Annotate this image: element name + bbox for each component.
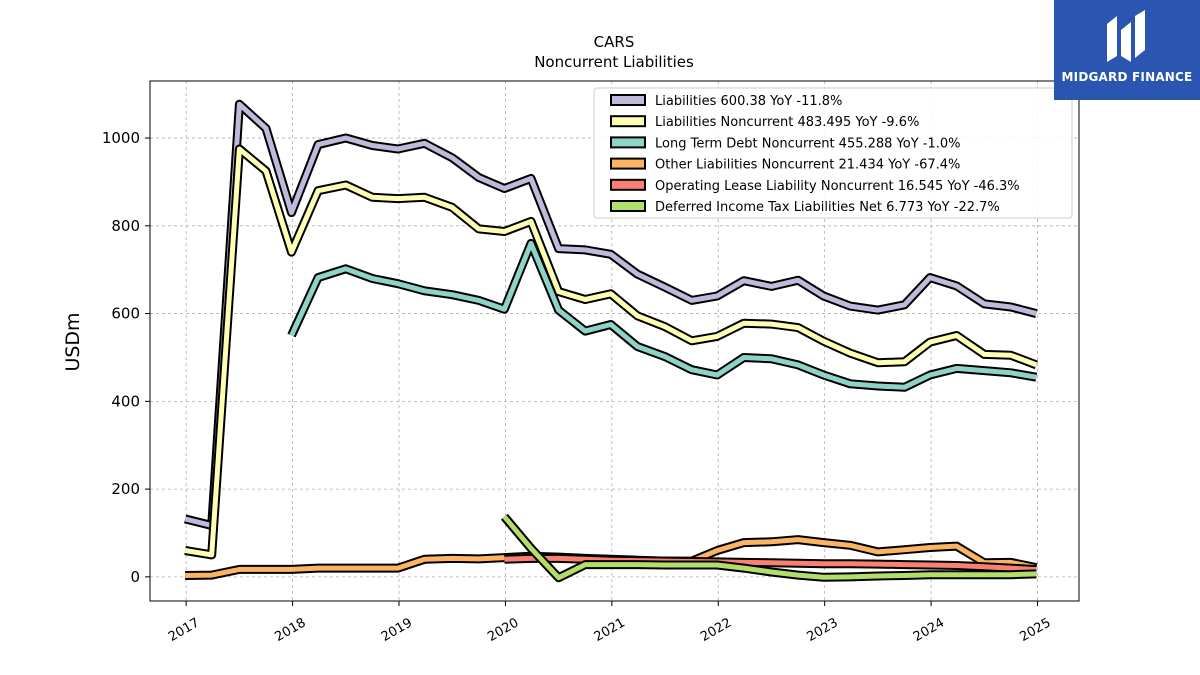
legend-entry: Liabilities Noncurrent 483.495 YoY -9.6% bbox=[655, 115, 919, 130]
y-tick-label: 600 bbox=[111, 305, 140, 323]
legend-entry: Deferred Income Tax Liabilities Net 6.77… bbox=[655, 200, 1000, 215]
legend: Liabilities 600.38 YoY -11.8% Liabilities… bbox=[593, 87, 1073, 219]
logo-mark-icon bbox=[1107, 10, 1145, 62]
legend-swatch bbox=[610, 115, 646, 128]
series-line-2 bbox=[184, 146, 1038, 558]
legend-box bbox=[593, 87, 1073, 219]
y-tick-label: 400 bbox=[111, 392, 140, 410]
y-tick-label: 200 bbox=[111, 480, 140, 498]
y-tick-label: 800 bbox=[111, 217, 140, 235]
x-tick-label: 2021 bbox=[592, 615, 628, 645]
series-line-outline bbox=[287, 238, 1038, 392]
x-tick-label: 2020 bbox=[485, 615, 521, 645]
legend-swatch bbox=[610, 200, 646, 212]
series-line-5 bbox=[504, 555, 1037, 573]
legend-entry: Liabilities 600.38 YoY -11.8% bbox=[655, 94, 842, 109]
series-lines bbox=[184, 99, 1038, 583]
x-tick-label: 2025 bbox=[1017, 615, 1053, 645]
brand-logo: MIDGARD FINANCE bbox=[1054, 0, 1200, 100]
x-tick-label: 2023 bbox=[805, 615, 841, 645]
x-tick-label: 2018 bbox=[272, 615, 308, 645]
legend-entry: Other Liabilities Noncurrent 21.434 YoY … bbox=[655, 158, 960, 173]
series-line-3 bbox=[289, 240, 1037, 390]
chart-subtitle: Noncurrent Liabilities bbox=[534, 53, 694, 71]
x-tick-label: 2017 bbox=[166, 615, 202, 645]
legend-swatch bbox=[610, 94, 646, 106]
legend-entry: Operating Lease Liability Noncurrent 16.… bbox=[655, 179, 1020, 194]
x-tick-label: 2019 bbox=[379, 615, 415, 645]
y-tick-label: 1000 bbox=[102, 129, 140, 147]
legend-entry: Long Term Debt Noncurrent 455.288 YoY -1… bbox=[655, 136, 961, 151]
series-line-1 bbox=[184, 101, 1038, 528]
x-tick-label: 2024 bbox=[911, 615, 947, 645]
logo-text: MIDGARD FINANCE bbox=[1061, 70, 1193, 84]
chart-title: CARS bbox=[594, 33, 635, 51]
legend-swatch bbox=[610, 157, 646, 170]
legend-swatch bbox=[610, 178, 646, 191]
series-line-6 bbox=[502, 515, 1037, 581]
y-axis-label: USDm bbox=[62, 312, 84, 371]
legend-swatch bbox=[610, 136, 646, 149]
plot-frame bbox=[149, 80, 1080, 602]
y-tick-label: 0 bbox=[130, 568, 140, 586]
x-tick-label: 2022 bbox=[698, 615, 734, 645]
